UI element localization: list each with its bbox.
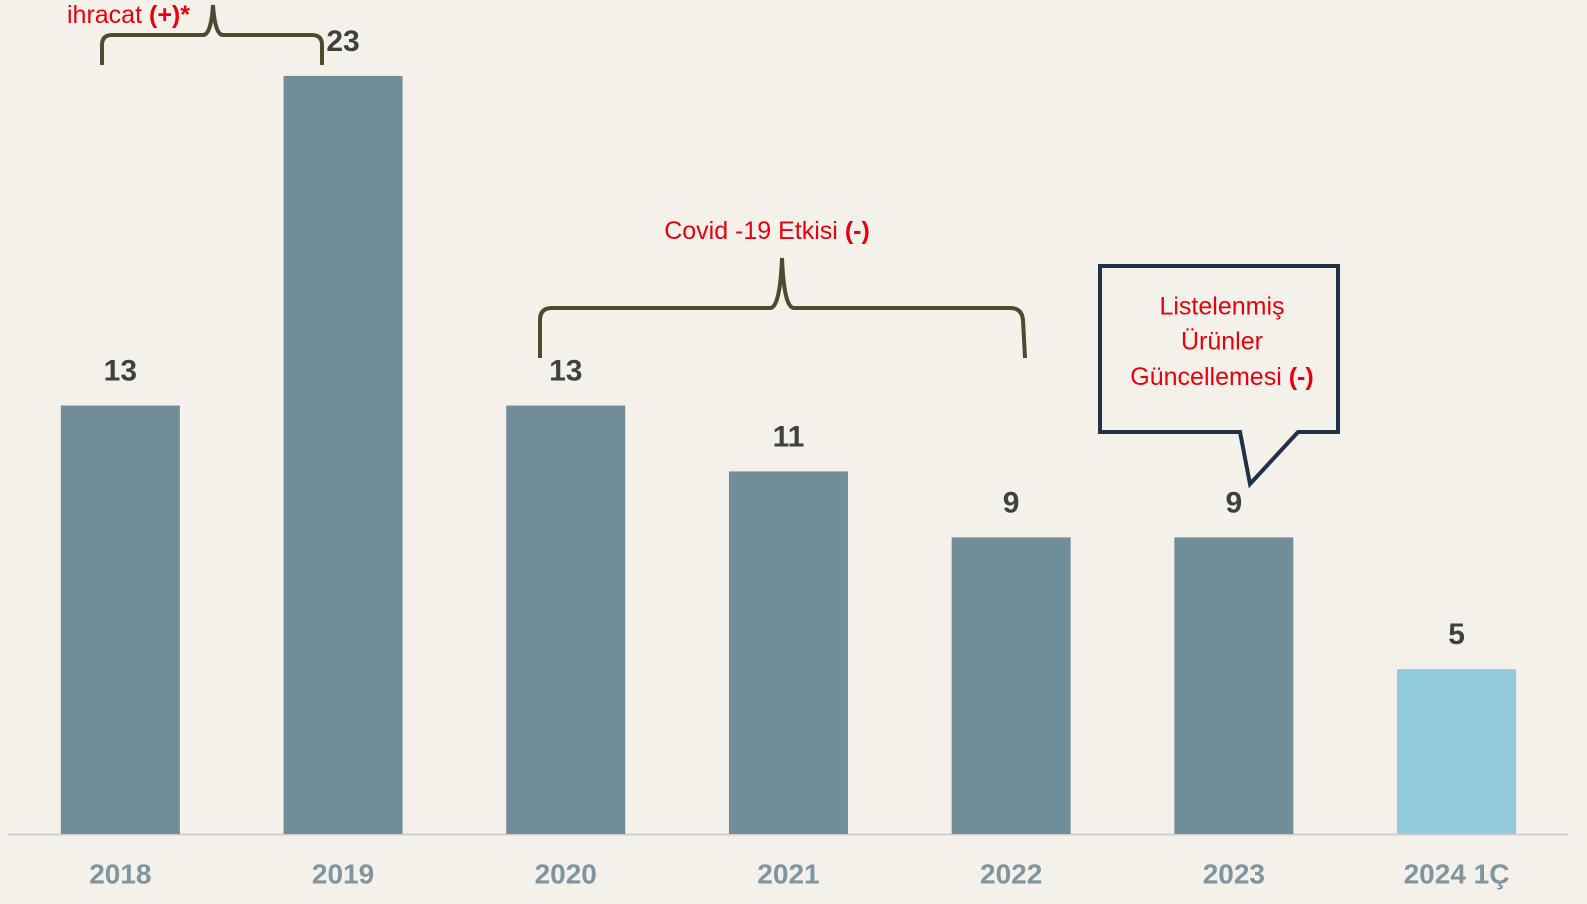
value-label: 9 <box>1226 486 1243 519</box>
value-label: 13 <box>104 354 137 387</box>
bar <box>1397 669 1517 834</box>
x-tick-label: 2024 1Ç <box>1404 858 1510 889</box>
x-tick-label: 2019 <box>312 858 374 889</box>
value-label: 23 <box>326 25 359 58</box>
annotation: Listelenmiş <box>1159 293 1284 321</box>
annotation: Covid -19 Etkisi (-) <box>664 217 870 245</box>
annotation: Ürünler <box>1181 328 1263 356</box>
x-tick-label: 2022 <box>980 858 1042 889</box>
value-label: 9 <box>1003 486 1020 519</box>
value-label: 13 <box>549 354 582 387</box>
x-tick-label: 2018 <box>89 858 151 889</box>
value-label: 5 <box>1448 618 1465 651</box>
bar <box>283 75 403 835</box>
brace <box>100 4 324 65</box>
annotation: Güncellemesi (-) <box>1130 363 1313 391</box>
annotation: ihracat (+)* <box>67 1 190 29</box>
bar <box>60 405 180 834</box>
bar <box>728 471 848 834</box>
callout <box>1098 264 1340 489</box>
brace <box>538 257 1027 359</box>
x-tick-label: 2023 <box>1203 858 1265 889</box>
bar <box>506 405 626 834</box>
x-tick-label: 2020 <box>535 858 597 889</box>
x-tick-label: 2021 <box>757 858 819 889</box>
bar <box>1174 537 1294 834</box>
bar <box>951 537 1071 834</box>
value-label: 11 <box>773 420 805 453</box>
